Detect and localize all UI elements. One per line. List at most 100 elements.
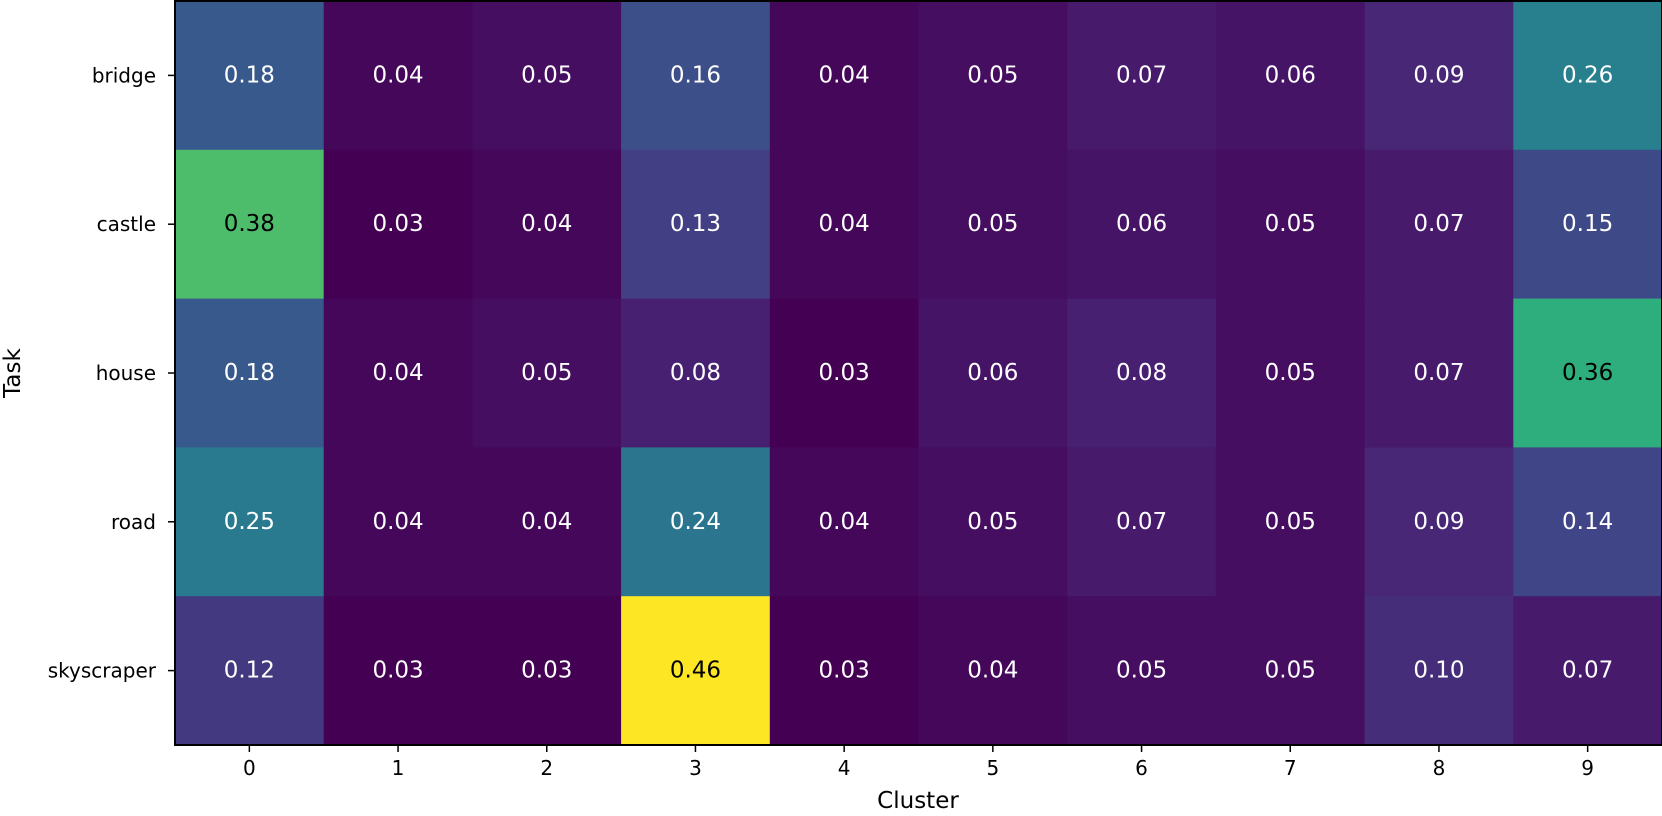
heatmap-cell (175, 298, 325, 448)
x-tick-label: 6 (1135, 756, 1148, 780)
heatmap-cell (1513, 149, 1662, 300)
cell-value-label: 0.07 (1413, 211, 1464, 237)
x-tick-label: 1 (392, 756, 405, 780)
cell-value-label: 0.14 (1562, 509, 1613, 535)
heatmap-cell (918, 149, 1068, 300)
heatmap-cell-labels: 0.18 0.04 0.05 0.16 0.04 0.05 0.07 0.06 0.09 0.26… (224, 62, 1614, 683)
cell-value-label: 0.03 (819, 658, 870, 684)
cell-value-label: 0.04 (819, 62, 870, 88)
cell-value-label: 0.05 (1265, 658, 1316, 684)
cell-value-label: 0.04 (819, 211, 870, 237)
cell-value-label: 0.08 (1116, 360, 1167, 386)
x-tick-label: 4 (838, 756, 851, 780)
heatmap-cell (1513, 298, 1662, 448)
cell-value-label: 0.03 (372, 658, 423, 684)
heatmap-cell (472, 298, 622, 448)
cell-value-label: 0.06 (967, 360, 1018, 386)
cell-value-label: 0.38 (224, 211, 275, 237)
heatmap-cell (1215, 447, 1366, 597)
x-tick-label: 8 (1433, 756, 1446, 780)
cell-value-label: 0.04 (521, 211, 572, 237)
cell-value-label: 0.05 (967, 62, 1018, 88)
cell-value-label: 0.06 (1116, 211, 1167, 237)
cell-value-label: 0.25 (224, 509, 275, 535)
cell-value-label: 0.08 (670, 360, 721, 386)
cell-value-label: 0.07 (1562, 658, 1613, 684)
cell-value-label: 0.05 (1116, 658, 1167, 684)
heatmap-cell (323, 596, 473, 746)
y-tick-label: road (111, 510, 156, 534)
cell-value-label: 0.05 (967, 211, 1018, 237)
heatmap-cell (1513, 447, 1662, 597)
heatmap-cells (175, 1, 1662, 746)
heatmap-cell (1067, 596, 1217, 746)
y-tick-label: house (96, 361, 156, 385)
y-tick-label: bridge (92, 63, 156, 87)
heatmap-cell (918, 298, 1068, 448)
cell-value-label: 0.06 (1265, 62, 1316, 88)
cell-value-label: 0.05 (1265, 211, 1316, 237)
heatmap-cell (1513, 1, 1662, 151)
heatmap-cell (918, 447, 1068, 597)
heatmap-cell (472, 596, 622, 746)
heatmap-cell (1067, 149, 1217, 300)
cell-value-label: 0.05 (1265, 360, 1316, 386)
heatmap-cell (769, 447, 919, 597)
cell-value-label: 0.36 (1562, 360, 1613, 386)
y-axis-ticks: bridge castle house road skyscraper (48, 63, 175, 683)
heatmap-cell (1215, 596, 1366, 746)
heatmap-cell (621, 447, 771, 597)
y-tick-label: skyscraper (48, 659, 157, 683)
y-tick-label: castle (97, 212, 156, 236)
cell-value-label: 0.05 (521, 62, 572, 88)
heatmap-cell (769, 298, 919, 448)
cell-value-label: 0.05 (1265, 509, 1316, 535)
cell-value-label: 0.04 (372, 360, 423, 386)
cell-value-label: 0.04 (521, 509, 572, 535)
x-tick-label: 5 (986, 756, 999, 780)
heatmap-cell (175, 149, 325, 300)
x-tick-label: 3 (689, 756, 702, 780)
heatmap-cell (472, 447, 622, 597)
x-tick-label: 9 (1581, 756, 1594, 780)
cell-value-label: 0.05 (521, 360, 572, 386)
heatmap-cell (769, 1, 919, 151)
heatmap-cell (1067, 298, 1217, 448)
x-axis-ticks: 0 1 2 3 4 5 6 7 8 9 (243, 745, 1594, 780)
cell-value-label: 0.04 (372, 62, 423, 88)
heatmap-cell (621, 298, 771, 448)
heatmap-cell (621, 1, 771, 151)
heatmap-cell (1364, 1, 1514, 151)
heatmap-cell (175, 1, 325, 151)
heatmap-cell (175, 447, 325, 597)
heatmap-cell (472, 149, 622, 300)
heatmap-cell (175, 596, 325, 746)
cell-value-label: 0.05 (967, 509, 1018, 535)
cell-value-label: 0.03 (521, 658, 572, 684)
cell-value-label: 0.07 (1413, 360, 1464, 386)
y-axis-label: Task (0, 348, 26, 399)
cell-value-label: 0.09 (1413, 62, 1464, 88)
cell-value-label: 0.10 (1413, 658, 1464, 684)
cell-value-label: 0.04 (372, 509, 423, 535)
heatmap-cell (769, 596, 919, 746)
heatmap-cell (1364, 596, 1514, 746)
x-tick-label: 2 (540, 756, 553, 780)
cell-value-label: 0.12 (224, 658, 275, 684)
cell-value-label: 0.18 (224, 360, 275, 386)
heatmap-cell (323, 149, 473, 300)
x-tick-label: 7 (1284, 756, 1297, 780)
cell-value-label: 0.07 (1116, 62, 1167, 88)
heatmap-cell (323, 298, 473, 448)
cell-value-label: 0.09 (1413, 509, 1464, 535)
cell-value-label: 0.03 (372, 211, 423, 237)
heatmap-cell (918, 596, 1068, 746)
heatmap-cell (1364, 298, 1514, 448)
heatmap-cell (1215, 1, 1366, 151)
cell-value-label: 0.04 (819, 509, 870, 535)
heatmap-cell (1215, 298, 1366, 448)
heatmap-cell (621, 149, 771, 300)
heatmap-cell (1215, 149, 1366, 300)
cell-value-label: 0.18 (224, 62, 275, 88)
